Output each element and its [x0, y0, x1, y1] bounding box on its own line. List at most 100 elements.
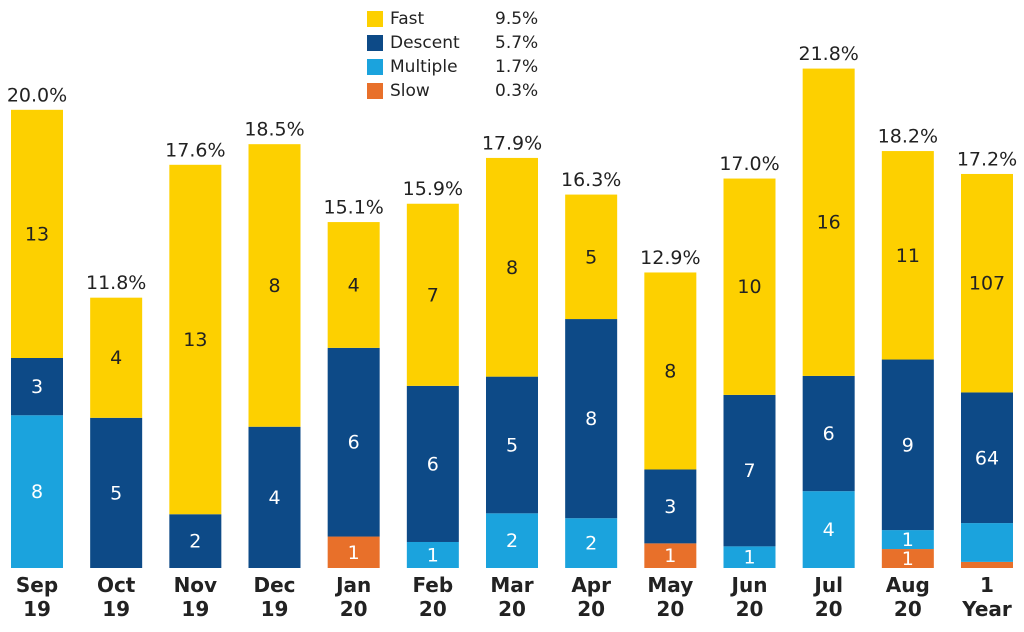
bar-segment: [406, 541, 459, 568]
legend-label: Descent: [390, 33, 460, 53]
bar-segment: [327, 347, 380, 537]
bar-segment: [11, 358, 63, 416]
bar-segment: [169, 164, 222, 515]
bar-segment: [961, 392, 1013, 524]
segment-label: 8: [585, 408, 597, 430]
legend-share: 0.3%: [495, 81, 538, 101]
legend-swatch: [367, 59, 383, 75]
segment-label: 6: [427, 453, 439, 475]
segment-label: 1: [902, 529, 914, 551]
total-label: 12.9%: [640, 247, 700, 269]
legend-label: Fast: [390, 9, 424, 29]
total-label: 17.9%: [482, 132, 542, 154]
bar-segment: [90, 297, 143, 418]
x-tick-label: Jan 20: [334, 573, 371, 621]
bar-segment: [802, 375, 855, 492]
bar-segment: [406, 203, 459, 386]
x-tick-label: Sep 19: [16, 573, 58, 621]
bar-segment: [11, 109, 63, 359]
bar-segment: [169, 514, 222, 568]
bar-segment: [486, 513, 538, 568]
legend-share: 5.7%: [495, 33, 538, 53]
x-tick-label: Apr 20: [571, 573, 611, 621]
bar-segment: [90, 417, 143, 568]
bar-segment: [327, 222, 380, 348]
x-tick-label: Jul 20: [812, 573, 843, 621]
segment-label: 10: [737, 276, 761, 298]
segment-label: 11: [896, 245, 920, 267]
segment-label: 1: [743, 547, 755, 569]
segment-label: 4: [110, 347, 122, 369]
legend-label: Slow: [390, 81, 430, 101]
segment-label: 6: [348, 432, 360, 454]
total-label: 17.2%: [957, 148, 1017, 170]
segment-label: 13: [25, 223, 49, 245]
segment-label: 3: [664, 496, 676, 518]
bar-segment: [644, 272, 697, 470]
bar-segment: [11, 415, 63, 568]
bar-segment: [486, 157, 538, 377]
bar-segment: [406, 385, 459, 542]
bar-segment: [644, 469, 697, 544]
segment-label: 8: [268, 275, 280, 297]
bar-segment: [248, 426, 301, 568]
x-tick-label: May 20: [647, 573, 693, 621]
x-tick-label: Nov 19: [174, 573, 218, 621]
x-tick-label: Mar 20: [490, 573, 533, 621]
bar-segment: [881, 359, 934, 531]
segment-label: 5: [506, 434, 518, 456]
bar-segment: [723, 546, 776, 568]
segment-label: 1: [427, 544, 439, 566]
bar-segment: [881, 549, 934, 568]
bar-segment: [802, 68, 855, 376]
segment-label: 6: [823, 423, 835, 445]
total-label: 17.6%: [165, 139, 225, 161]
segment-label: 9: [902, 434, 914, 456]
bar-segment: [802, 491, 855, 568]
segment-label: 16: [817, 212, 841, 234]
total-label: 11.8%: [86, 272, 146, 294]
bar-segment: [723, 394, 776, 547]
x-tick-label: Feb 20: [412, 573, 453, 621]
total-label: 17.0%: [719, 153, 779, 175]
legend-label: Multiple: [390, 57, 458, 77]
segment-label: 1: [348, 542, 360, 564]
bar-segment: [248, 144, 301, 427]
total-label: 15.1%: [323, 197, 383, 219]
bar-segment: [565, 194, 618, 320]
x-tick-label: Jun 20: [730, 573, 768, 621]
x-tick-label: 1 Year: [961, 573, 1012, 621]
segment-label: 4: [823, 519, 835, 541]
segment-label: 2: [506, 530, 518, 552]
segment-label: 1: [902, 548, 914, 570]
segment-label: 8: [664, 360, 676, 382]
legend-share: 9.5%: [495, 9, 538, 29]
segment-label: 8: [506, 257, 518, 279]
x-tick-label: Dec 19: [253, 573, 295, 621]
total-label: 18.2%: [878, 126, 938, 148]
total-label: 21.8%: [798, 43, 858, 65]
bar-segment: [327, 536, 380, 568]
segment-label: 1: [664, 545, 676, 567]
legend-share: 1.7%: [495, 57, 538, 77]
legend-swatch: [367, 35, 383, 51]
x-tick-label: Oct 19: [97, 573, 136, 621]
total-label: 20.0%: [7, 84, 67, 106]
legend-swatch: [367, 11, 383, 27]
bar-segment: [565, 319, 618, 519]
segment-label: 4: [348, 274, 360, 296]
bar-segment: [961, 561, 1013, 568]
bar-segment: [486, 376, 538, 514]
segment-label: 8: [31, 481, 43, 503]
segment-label: 2: [585, 533, 597, 555]
legend-swatch: [367, 83, 383, 99]
segment-label: 7: [743, 460, 755, 482]
bar-segment: [644, 543, 697, 568]
segment-label: 13: [183, 329, 207, 351]
bar-segment: [881, 151, 934, 360]
bar-segment: [565, 518, 618, 568]
segment-label: 64: [975, 447, 999, 469]
bar-segment: [961, 173, 1013, 393]
total-label: 18.5%: [244, 119, 304, 141]
